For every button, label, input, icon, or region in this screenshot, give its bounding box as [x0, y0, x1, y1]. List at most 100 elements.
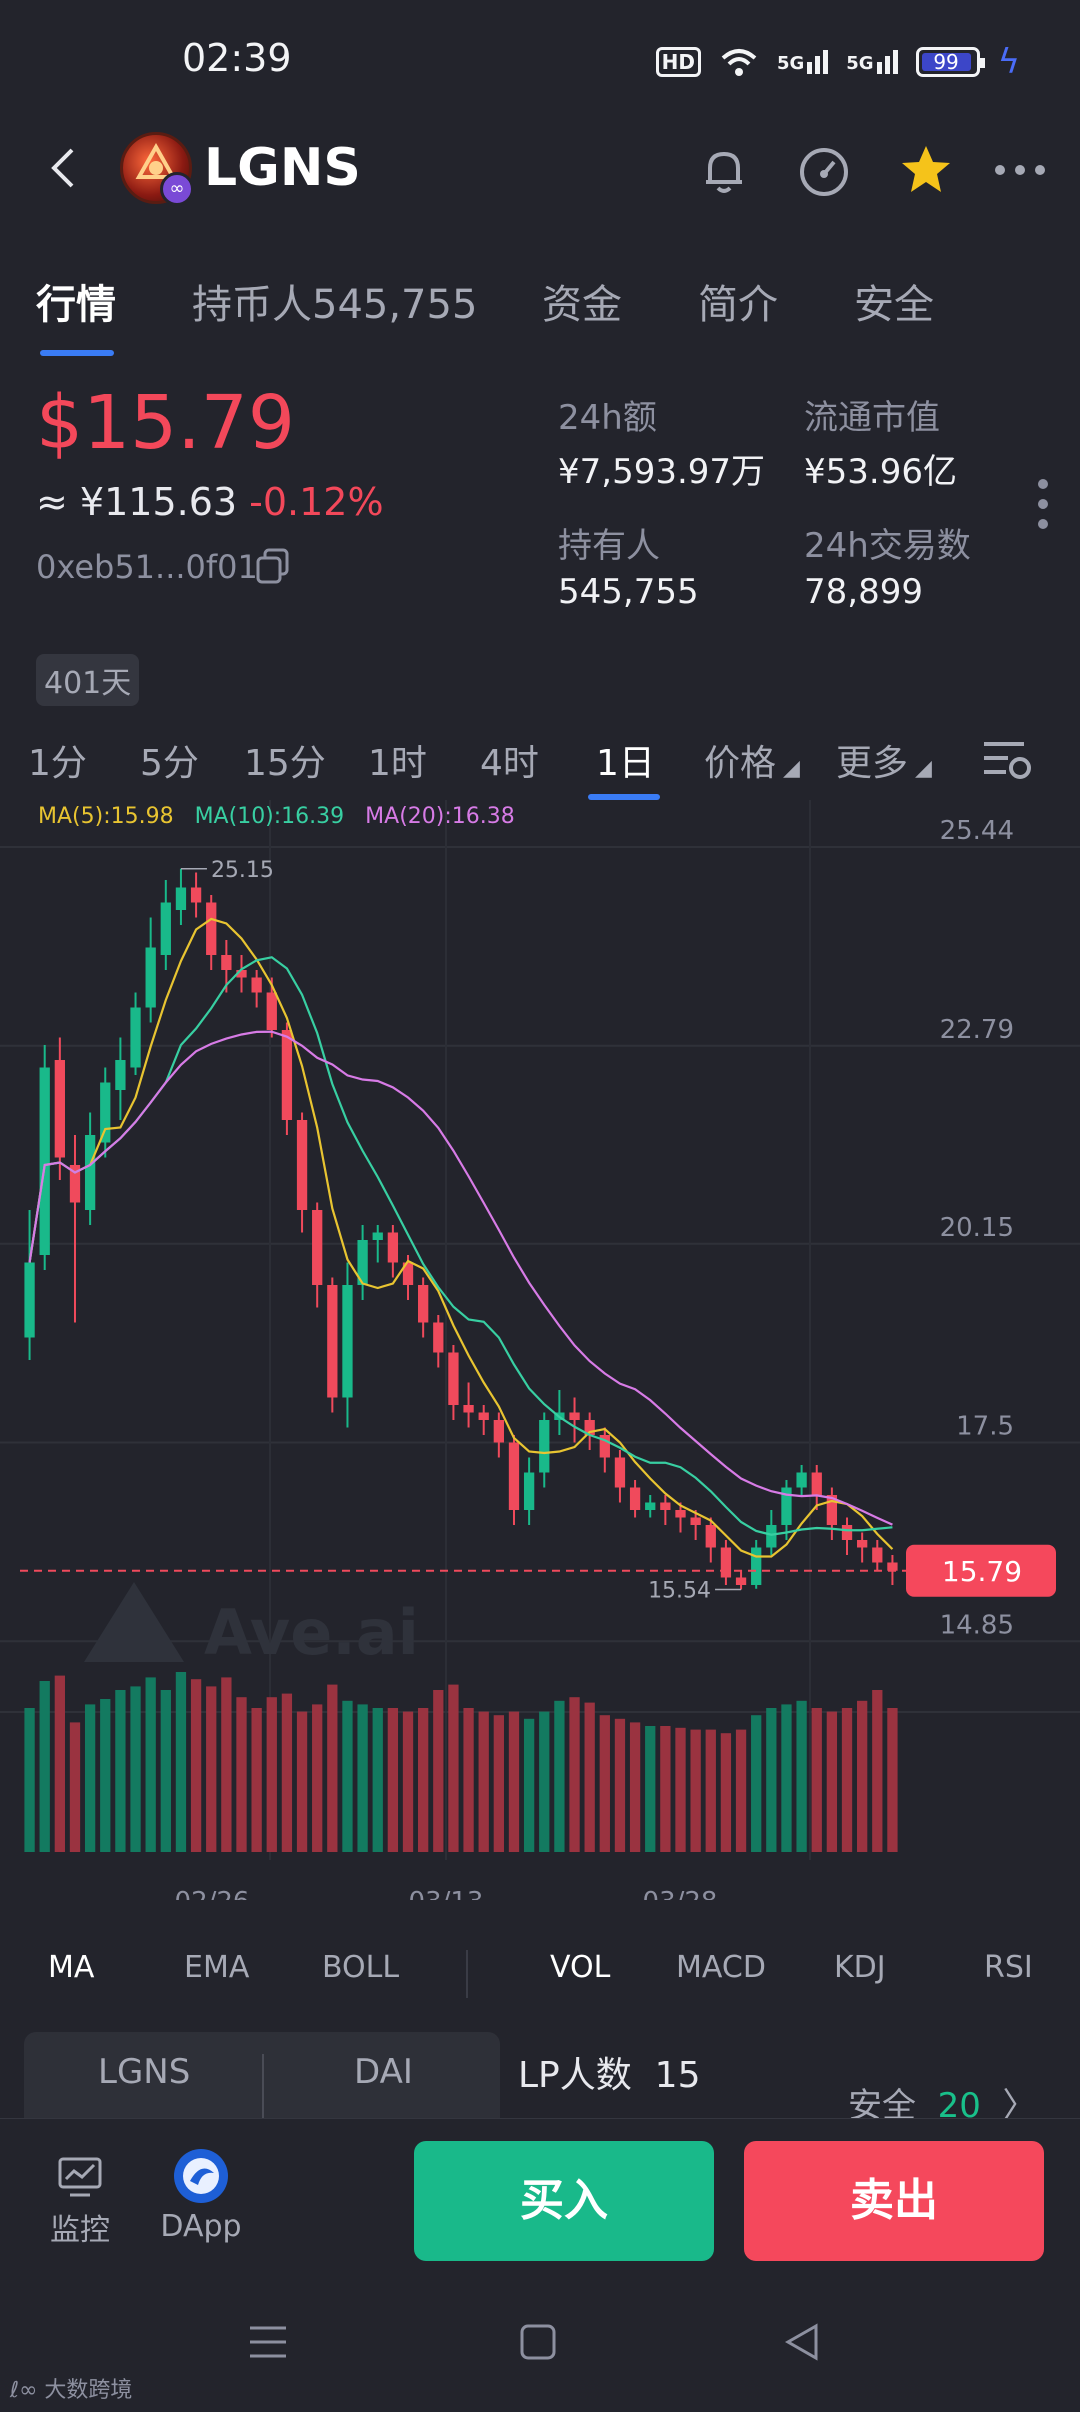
system-nav-bar [0, 2282, 1080, 2412]
buy-button[interactable]: 买入 [414, 2141, 714, 2261]
tab-intro[interactable]: 简介 [698, 282, 778, 328]
x-tick-label: 03/13 [409, 1887, 484, 1900]
tab-security[interactable]: 安全 [854, 282, 934, 328]
candlestick-chart[interactable]: 25.44 22.79 20.15 17.5 14.85 25.15 15.54 15.79 0… [0, 800, 1080, 1900]
candle-body [266, 992, 277, 1030]
star-favorite-icon[interactable] [896, 140, 956, 200]
volume-bar [539, 1711, 550, 1852]
ave-logo-icon [84, 1582, 184, 1662]
dapp-button[interactable]: DApp [160, 2147, 242, 2244]
candle-body [24, 1262, 35, 1338]
candle-body [872, 1547, 883, 1563]
candle-body [584, 1420, 595, 1435]
y-tick-label: 17.5 [956, 1412, 1014, 1442]
candle-body [523, 1472, 535, 1510]
menu-icon[interactable] [248, 2322, 288, 2362]
candle-body [69, 1165, 81, 1203]
volume-bar [84, 1704, 96, 1852]
volume-bar [781, 1704, 792, 1852]
more-intervals-dropdown[interactable]: 更多 ◢ [836, 734, 932, 786]
volume-bar [281, 1693, 293, 1852]
volume-bar [372, 1708, 383, 1852]
candle-body [478, 1412, 489, 1420]
volume-bar [327, 1684, 338, 1852]
interval-5m[interactable]: 5分 [140, 743, 199, 784]
ma10-line [28, 956, 893, 1536]
more-dots-icon[interactable] [990, 140, 1050, 200]
volume-bar [54, 1675, 65, 1852]
interval-1d[interactable]: 1日 [596, 743, 655, 784]
volume-bar [584, 1702, 595, 1852]
pool-divider [262, 2054, 264, 2134]
candle-body [54, 1060, 65, 1158]
tab-holders[interactable]: 持币人545,755 [192, 282, 478, 328]
stat-market-cap-value: ¥53.96亿 [804, 452, 957, 492]
pool-token-b: DAI [354, 2052, 413, 2092]
volume-bar [872, 1690, 883, 1852]
interval-1m[interactable]: 1分 [28, 743, 87, 784]
candle-body [433, 1322, 444, 1353]
indicator-kdj[interactable]: KDJ [834, 1950, 886, 1985]
candle-body [221, 955, 232, 970]
candle-body [342, 1285, 353, 1398]
sell-button[interactable]: 卖出 [744, 2141, 1044, 2261]
volume-bar [130, 1686, 141, 1852]
indicator-ema[interactable]: EMA [184, 1950, 250, 1985]
volume-bar [857, 1700, 868, 1852]
lp-count-value: 15 [654, 2055, 701, 2096]
candle-body [418, 1285, 429, 1323]
active-interval-indicator [588, 794, 660, 800]
monitor-button[interactable]: 监控 [44, 2155, 116, 2249]
volume-bar [463, 1708, 474, 1852]
speedometer-icon[interactable] [794, 140, 854, 200]
candle-body [720, 1547, 732, 1578]
back-arrow-icon[interactable] [44, 144, 84, 192]
vertical-more-icon[interactable] [1036, 478, 1050, 530]
volume-bar [145, 1677, 156, 1852]
active-tab-indicator [40, 350, 114, 356]
credit-logo-icon: ℓ∞ [10, 2378, 45, 2403]
indicator-macd[interactable]: MACD [676, 1950, 766, 1985]
tab-market[interactable]: 行情 [36, 282, 116, 328]
interval-4h[interactable]: 4时 [480, 743, 539, 784]
indicator-ma[interactable]: MA [48, 1950, 95, 1985]
candle-body [463, 1405, 474, 1413]
candle-body [675, 1510, 686, 1518]
candle-body [796, 1472, 807, 1488]
volume-bar [614, 1718, 626, 1852]
watermark-text: Ave.ai [204, 1596, 419, 1669]
indicator-rsi[interactable]: RSI [984, 1950, 1033, 1985]
volume-bar [811, 1708, 822, 1852]
home-icon[interactable] [518, 2322, 558, 2362]
tab-funds[interactable]: 资金 [542, 282, 622, 328]
copy-icon[interactable] [256, 548, 290, 584]
lp-count: LP人数 15 [518, 2046, 700, 2098]
candle-body [145, 947, 156, 1008]
volume-bar [24, 1708, 35, 1852]
interval-15m[interactable]: 15分 [244, 743, 326, 784]
candle-body [887, 1562, 898, 1571]
stat-24h-volume-value: ¥7,593.97万 [558, 452, 766, 492]
interval-1h[interactable]: 1时 [368, 743, 427, 784]
nav-back-icon[interactable] [782, 2322, 822, 2362]
volume-bar [645, 1726, 656, 1852]
charging-icon: ϟ [997, 42, 1020, 82]
indicator-vol[interactable]: VOL [550, 1950, 611, 1985]
candle-body [705, 1525, 716, 1548]
volume-bar [236, 1697, 247, 1852]
candle-body [508, 1442, 520, 1510]
signal-5g-icon: 5G [777, 50, 829, 74]
bell-icon[interactable] [694, 140, 754, 200]
volume-bar [296, 1711, 308, 1852]
chart-settings-icon[interactable] [980, 736, 1034, 786]
price-type-dropdown[interactable]: 价格 ◢ [704, 734, 800, 786]
indicator-boll[interactable]: BOLL [322, 1950, 400, 1985]
volume-bar [841, 1708, 853, 1852]
candle-body [841, 1525, 853, 1540]
current-price-tag [906, 1544, 1056, 1597]
dropdown-triangle-icon: ◢ [776, 756, 800, 781]
ma5-line [28, 917, 894, 1558]
candle-body [766, 1525, 777, 1548]
indicator-divider [466, 1950, 468, 1998]
contract-address[interactable]: 0xeb51...0f01 [36, 548, 258, 586]
